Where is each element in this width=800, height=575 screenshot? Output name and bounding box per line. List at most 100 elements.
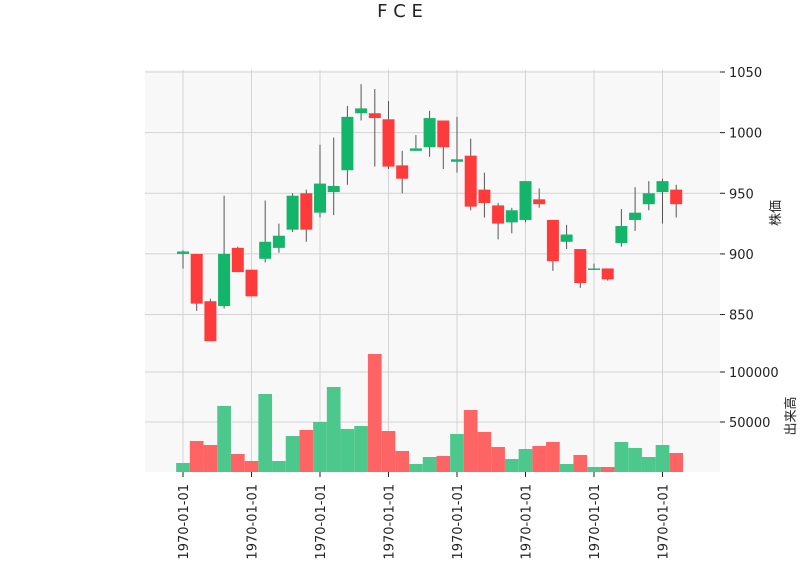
candle-body-down — [492, 205, 505, 224]
price-tick-label: 1050 — [729, 66, 762, 81]
volume-bar — [272, 461, 286, 472]
x-tick-label: 1970-01-01 — [246, 484, 261, 560]
candle-body-down — [204, 301, 217, 342]
candle-body-up — [642, 193, 655, 205]
candle-body-up — [615, 226, 628, 243]
volume-bar — [381, 431, 396, 472]
candle-body-up — [177, 251, 189, 254]
volume-bar — [587, 467, 601, 472]
x-tick-label: 1970-01-01 — [383, 484, 398, 560]
candle-body-down — [368, 113, 381, 119]
volume-bar — [176, 463, 190, 472]
candle-body-up — [341, 116, 354, 171]
volume-bar — [628, 448, 642, 472]
volume-bar — [463, 410, 478, 472]
candle-body-up — [451, 159, 463, 162]
x-tick-label: 1970-01-01 — [588, 484, 603, 560]
x-tick-label: 1970-01-01 — [451, 484, 466, 560]
price-tick-label: 850 — [729, 309, 754, 324]
candle-body-down — [190, 253, 203, 304]
volume-bar — [477, 432, 492, 472]
candle-body-down — [245, 269, 258, 297]
price-tick-label: 900 — [729, 248, 754, 263]
volume-bar — [299, 430, 314, 472]
volume-bar — [422, 457, 437, 472]
candle-body-up — [314, 183, 326, 213]
price-tick-label: 950 — [729, 187, 754, 202]
candle-body-down — [231, 247, 244, 273]
volume-bar — [669, 453, 684, 472]
candle-body-down — [464, 155, 477, 207]
candle-body-down — [382, 119, 395, 167]
volume-bar — [641, 457, 656, 472]
candle-body-down — [574, 249, 587, 284]
candle-body-up — [327, 186, 340, 193]
candle-body-up — [272, 235, 285, 248]
volume-bar — [326, 387, 341, 472]
candle-body-up — [286, 195, 299, 230]
candle-body-up — [355, 108, 368, 114]
volume-bar — [573, 455, 588, 472]
volume-bar — [409, 464, 423, 472]
body-layer — [177, 108, 683, 342]
x-tick-label: 1970-01-01 — [657, 484, 672, 560]
volume-bar — [559, 464, 574, 472]
grid-layer — [145, 70, 720, 472]
candle-body-up — [656, 181, 669, 193]
volume-bar — [203, 445, 218, 472]
price-panel — [145, 70, 720, 357]
volume-bar — [532, 446, 547, 472]
price-axis: 850 900 950 1000 1050 — [720, 66, 762, 324]
volume-bar — [285, 436, 300, 472]
candle-body-down — [546, 219, 559, 262]
candle-body-up — [409, 148, 422, 151]
chart-title: F C E — [377, 1, 423, 22]
candle-body-down — [396, 165, 409, 179]
volume-axis: 50000 100000 — [720, 366, 779, 431]
candle-body-down — [300, 193, 313, 230]
volume-bar — [436, 456, 451, 472]
candle-body-down — [437, 120, 450, 148]
volume-bar — [614, 442, 629, 472]
volume-bar — [340, 429, 355, 472]
price-axis-label: 株価 — [769, 200, 784, 226]
volume-bar — [600, 467, 615, 472]
volume-tick-label: 100000 — [729, 366, 779, 381]
x-tick-label: 1970-01-01 — [314, 484, 329, 560]
volume-bar — [395, 451, 410, 472]
x-axis: 1970-01-01 1970-01-01 1970-01-01 1970-01-01… — [177, 472, 672, 560]
x-tick-label: 1970-01-01 — [177, 484, 192, 560]
volume-tick-label: 50000 — [729, 416, 770, 431]
volume-bar — [367, 354, 382, 472]
volume-bar — [504, 459, 519, 472]
x-tick-label: 1970-01-01 — [520, 484, 535, 560]
price-tick-label: 1000 — [729, 127, 762, 142]
volume-bar — [230, 454, 245, 472]
volume-bar — [655, 445, 670, 472]
candle-body-up — [519, 181, 532, 220]
candle-body-up — [560, 234, 573, 242]
volume-bar — [450, 434, 464, 472]
volume-bar — [354, 426, 368, 472]
volume-bar — [189, 441, 204, 472]
candle-body-up — [259, 241, 272, 259]
volume-bar — [518, 449, 533, 472]
volume-bar — [244, 461, 259, 472]
candle-body-down — [601, 268, 614, 280]
candle-body-up — [505, 210, 518, 223]
candle-body-down — [478, 189, 491, 203]
candle-body-down — [670, 189, 683, 205]
volume-bar — [546, 442, 560, 472]
candle-body-up — [218, 253, 231, 307]
candle-body-up — [588, 268, 600, 270]
candle-body-up — [629, 212, 642, 220]
volume-bar — [258, 394, 273, 472]
candle-body-down — [533, 199, 546, 205]
volume-bar — [491, 447, 505, 472]
volume-axis-label: 出来高 — [783, 396, 799, 435]
candle-body-up — [423, 118, 436, 148]
volume-bar — [217, 406, 231, 472]
volume-layer — [176, 354, 684, 472]
volume-bar — [313, 422, 327, 472]
